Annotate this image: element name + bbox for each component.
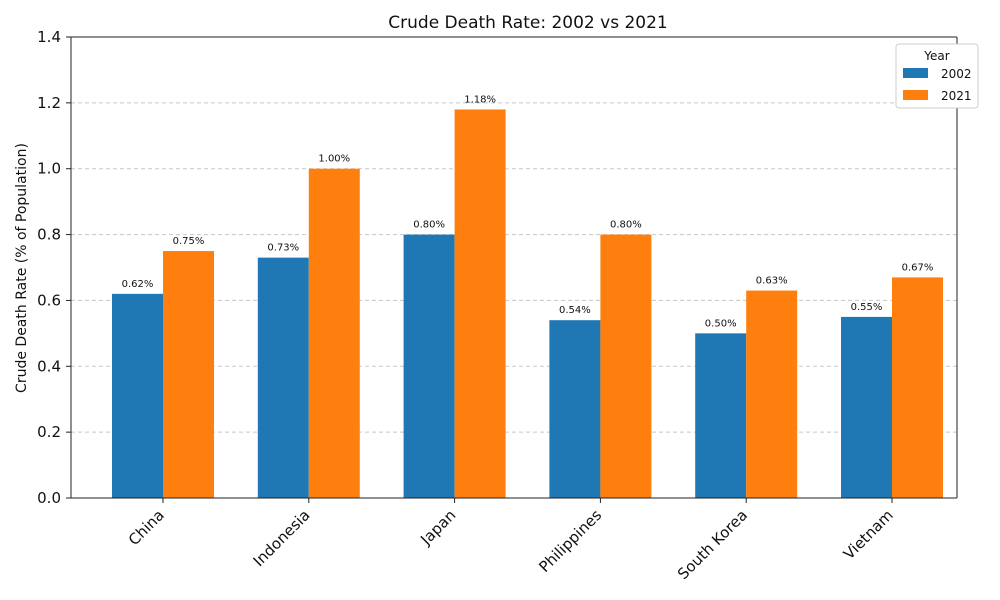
data-label: 0.67%: [902, 262, 934, 273]
bars: [112, 109, 943, 499]
bar-japan-2002: [403, 234, 455, 499]
data-label: 0.62%: [122, 279, 154, 290]
data-label: 0.50%: [705, 318, 737, 329]
y-tick-label: 0.6: [37, 291, 61, 309]
bar-philippines-2002: [549, 320, 601, 498]
y-tick-label: 0.0: [37, 489, 61, 507]
y-tick-label: 1.4: [37, 28, 61, 46]
y-ticks: 0.0 0.2 0.4 0.6 0.8 1.0 1.2 1.4: [37, 28, 71, 507]
data-labels: 0.62% 0.75% 0.73% 1.00% 0.80% 1.18% 0.54% 0.80%…: [122, 94, 934, 329]
x-tick-label: South Korea: [674, 506, 751, 583]
x-tick-label: China: [125, 506, 168, 549]
x-tick-label: Japan: [416, 506, 459, 549]
x-tick-label: Vietnam: [840, 506, 897, 563]
legend-swatch-2002: [903, 68, 928, 78]
data-label: 1.00%: [318, 154, 350, 165]
y-axis-label: Crude Death Rate (% of Population): [14, 143, 30, 393]
y-tick-label: 0.2: [37, 423, 61, 441]
legend-swatch-2021: [903, 90, 928, 100]
data-label: 0.55%: [851, 302, 883, 313]
bar-vietnam-2021: [892, 277, 943, 498]
bar-china-2021: [163, 251, 214, 498]
bar-indonesia-2021: [308, 168, 360, 498]
data-label: 0.73%: [267, 243, 299, 254]
data-label: 0.54%: [559, 305, 591, 316]
bar-philippines-2021: [600, 234, 652, 499]
bar-japan-2021: [454, 109, 506, 498]
bar-south-korea-2002: [695, 333, 747, 498]
y-tick-label: 1.2: [37, 94, 61, 112]
bar-china-2002: [112, 293, 163, 498]
y-tick-label: 0.8: [37, 226, 61, 244]
axes: [70, 36, 958, 499]
gridlines: [71, 102, 957, 433]
x-tick-label: Philippines: [535, 506, 605, 576]
y-tick-label: 0.4: [37, 357, 61, 375]
y-tick-label: 1.0: [37, 160, 61, 178]
data-label: 0.80%: [413, 220, 445, 231]
chart-title: Crude Death Rate: 2002 vs 2021: [388, 13, 667, 33]
data-label: 0.80%: [610, 220, 642, 231]
bar-vietnam-2002: [841, 316, 892, 498]
data-label: 0.75%: [173, 236, 205, 247]
legend-label-2002: 2002: [941, 67, 972, 81]
data-label: 0.63%: [756, 276, 788, 287]
data-label: 1.18%: [464, 94, 496, 105]
x-ticks: China Indonesia Japan Philippines South Kore…: [125, 498, 897, 583]
bar-indonesia-2002: [257, 257, 309, 498]
legend-label-2021: 2021: [941, 89, 972, 103]
legend-items: 2002 2021: [903, 67, 972, 103]
bar-south-korea-2021: [746, 290, 798, 498]
x-tick-label: Indonesia: [250, 506, 314, 570]
legend-title: Year: [923, 49, 949, 63]
legend: Year 2002 2021: [895, 43, 979, 109]
